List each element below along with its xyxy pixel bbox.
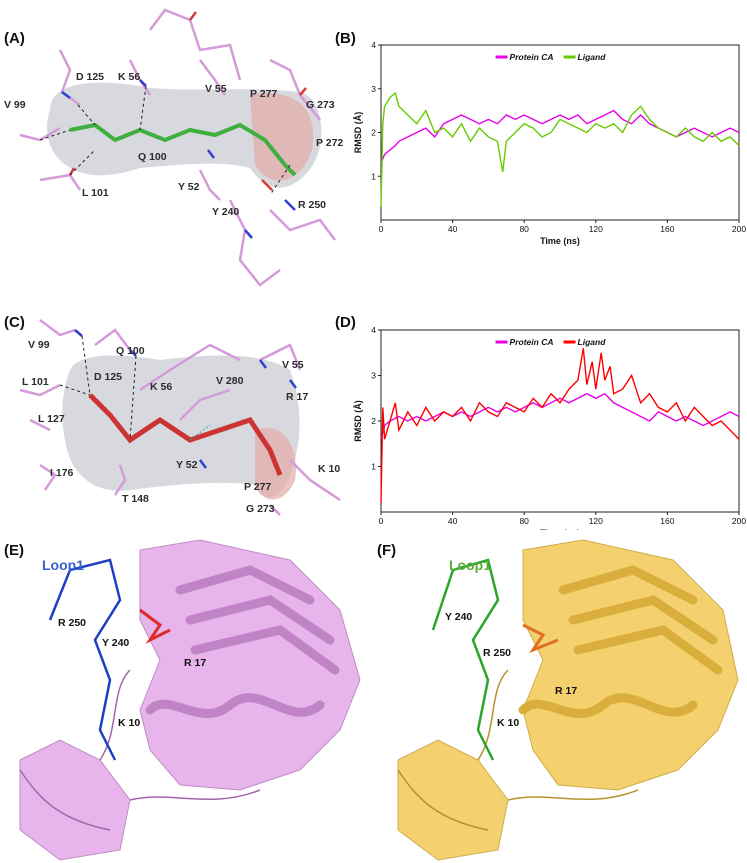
y-axis-label: RMSD (Å) bbox=[353, 400, 363, 442]
residue-label: V 99 bbox=[4, 99, 26, 111]
residue-label: V 55 bbox=[282, 359, 304, 371]
panel-b: (B) 0 40 80 120 160 200 1 2 3 4 Time (ns) RMSD (Å) P… bbox=[335, 0, 747, 300]
residue-label: R 250 bbox=[298, 199, 326, 211]
residue-label: L 101 bbox=[82, 187, 109, 199]
y-axis-label: RMSD (Å) bbox=[353, 112, 363, 154]
x-tick-label: 80 bbox=[519, 516, 529, 526]
x-tick-label: 40 bbox=[448, 224, 458, 234]
panel-d: (D) 0 40 80 120 160 200 1 2 3 4 Time (ns) RMSD (Å) P… bbox=[335, 300, 747, 530]
panel-c-residue-labels: V 99 Q 100 V 55 L 101 D 125 K 56 V 280 R… bbox=[22, 339, 340, 515]
residue-label: R 250 bbox=[58, 617, 86, 629]
series-line bbox=[380, 348, 740, 503]
residue-label: L 101 bbox=[22, 376, 49, 388]
panel-a-residue-labels: D 125 K 56 V 55 P 277 G 273 V 99 Q 100 P… bbox=[4, 71, 343, 218]
panel-e-structure: Loop1 R 250 Y 240 R 17 K 10 bbox=[19, 539, 361, 861]
y-tick-label: 3 bbox=[371, 371, 376, 381]
panel-d-label: (D) bbox=[335, 314, 356, 331]
series-line bbox=[380, 392, 740, 440]
legend-entry: Ligand bbox=[578, 337, 607, 347]
residue-label: Y 240 bbox=[445, 611, 472, 623]
rmsd-chart-d: 0 40 80 120 160 200 1 2 3 4 Time (ns) RMSD (Å) Prote… bbox=[353, 325, 746, 530]
residue-label: K 56 bbox=[150, 381, 172, 393]
residue-label: Y 240 bbox=[102, 637, 129, 649]
rmsd-chart-b: 0 40 80 120 160 200 1 2 3 4 Time (ns) RMSD (Å) Prote… bbox=[353, 40, 746, 246]
panel-e: (E) Loop1 R 250 Y 240 R 17 K 10 bbox=[0, 530, 373, 863]
residue-label: K 10 bbox=[497, 717, 519, 729]
residue-label: R 17 bbox=[286, 391, 308, 403]
y-tick-label: 3 bbox=[371, 84, 376, 94]
x-tick-label: 0 bbox=[379, 224, 384, 234]
residue-label: G 273 bbox=[246, 503, 275, 515]
legend-entry: Protein CA bbox=[510, 52, 554, 62]
residue-label: D 125 bbox=[76, 71, 104, 83]
x-tick-label: 160 bbox=[660, 224, 674, 234]
y-tick-label: 4 bbox=[371, 40, 376, 50]
x-tick-label: 80 bbox=[519, 224, 529, 234]
panel-e-residue-labels: R 250 Y 240 R 17 K 10 bbox=[58, 617, 206, 729]
residue-label: P 272 bbox=[316, 137, 343, 149]
panel-a-label: (A) bbox=[4, 30, 25, 47]
legend-entry: Ligand bbox=[578, 52, 607, 62]
x-tick-label: 120 bbox=[589, 224, 603, 234]
panel-c: (C) V 99 Q 100 V 55 L 101 D 125 K 56 V 2… bbox=[0, 300, 345, 520]
residue-label: V 99 bbox=[28, 339, 50, 351]
panel-f-residue-labels: Y 240 R 250 K 10 R 17 bbox=[445, 611, 577, 729]
residue-label: V 280 bbox=[216, 375, 244, 387]
residue-label: K 56 bbox=[118, 71, 140, 83]
panel-f-structure: Loop1 Y 240 R 250 K 10 R 17 bbox=[397, 539, 739, 861]
residue-label: I 176 bbox=[50, 467, 74, 479]
residue-label: Y 240 bbox=[212, 206, 239, 218]
residue-label: Q 100 bbox=[116, 345, 145, 357]
panel-f-label: (F) bbox=[377, 542, 397, 559]
residue-label: Y 52 bbox=[178, 181, 200, 193]
residue-label: Y 52 bbox=[176, 459, 198, 471]
x-tick-label: 200 bbox=[732, 516, 746, 526]
series-line bbox=[380, 109, 740, 164]
panel-b-label: (B) bbox=[335, 30, 356, 47]
series-line bbox=[380, 91, 740, 207]
residue-label: R 17 bbox=[555, 685, 577, 697]
residue-label: D 125 bbox=[94, 371, 122, 383]
loop1-label: Loop1 bbox=[42, 557, 84, 573]
panel-f: (F) Loop1 Y 240 R 250 K 10 R 17 bbox=[373, 530, 747, 863]
residue-label: V 55 bbox=[205, 83, 227, 95]
residue-label: T 148 bbox=[122, 493, 149, 505]
y-tick-label: 1 bbox=[371, 171, 376, 181]
residue-label: R 17 bbox=[184, 657, 206, 669]
residue-label: K 10 bbox=[318, 463, 340, 475]
residue-label: L 127 bbox=[38, 413, 65, 425]
residue-label: Q 100 bbox=[138, 151, 167, 163]
panel-e-label: (E) bbox=[4, 542, 24, 559]
x-axis-label: Time (ns) bbox=[540, 528, 580, 530]
x-tick-label: 200 bbox=[732, 224, 746, 234]
x-tick-label: 0 bbox=[379, 516, 384, 526]
panel-c-label: (C) bbox=[4, 314, 25, 331]
y-tick-label: 2 bbox=[371, 128, 376, 138]
x-tick-label: 40 bbox=[448, 516, 458, 526]
panel-c-structure: V 99 Q 100 V 55 L 101 D 125 K 56 V 280 R… bbox=[19, 319, 341, 516]
x-axis-label: Time (ns) bbox=[540, 236, 580, 246]
y-tick-label: 2 bbox=[371, 416, 376, 426]
residue-label: P 277 bbox=[244, 481, 271, 493]
x-tick-label: 160 bbox=[660, 516, 674, 526]
residue-label: K 10 bbox=[118, 717, 140, 729]
loop1-label: Loop1 bbox=[449, 557, 491, 573]
residue-label: R 250 bbox=[483, 647, 511, 659]
residue-label: P 277 bbox=[250, 88, 277, 100]
panel-a-structure: D 125 K 56 V 55 P 277 G 273 V 99 Q 100 P… bbox=[4, 8, 343, 287]
y-tick-label: 4 bbox=[371, 325, 376, 335]
legend-entry: Protein CA bbox=[510, 337, 554, 347]
x-tick-label: 120 bbox=[589, 516, 603, 526]
y-tick-label: 1 bbox=[371, 462, 376, 472]
panel-a: (A) D 125 K 56 bbox=[0, 0, 345, 300]
residue-label: G 273 bbox=[306, 99, 335, 111]
